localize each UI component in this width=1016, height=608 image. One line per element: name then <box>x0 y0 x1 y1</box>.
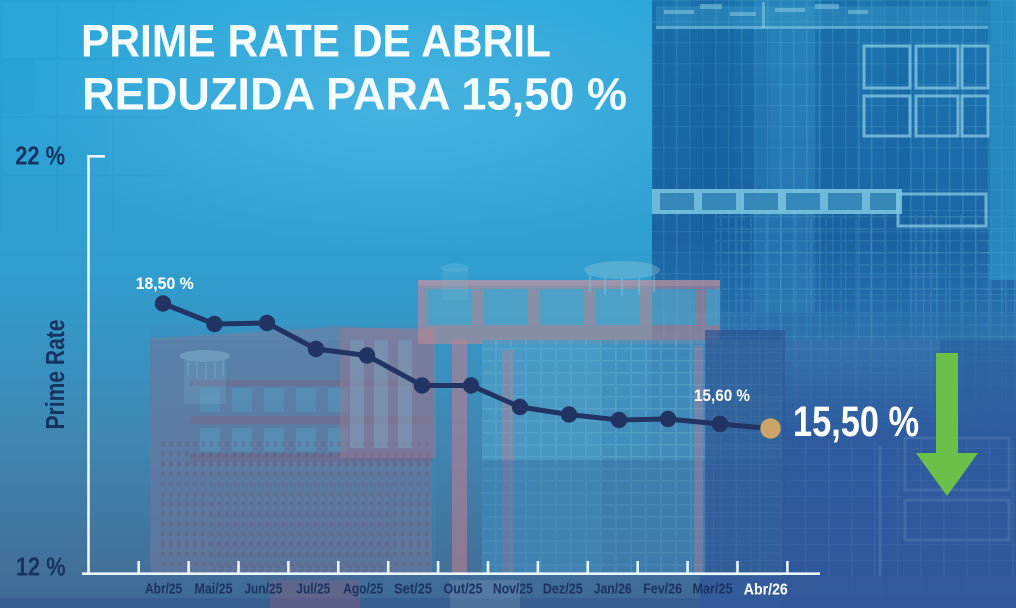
svg-text:REDUZIDA PARA 15,50 %: REDUZIDA PARA 15,50 % <box>82 69 627 120</box>
svg-text:Out/25: Out/25 <box>444 582 483 598</box>
svg-text:Abr/26: Abr/26 <box>744 582 788 599</box>
svg-text:Nov/25: Nov/25 <box>493 582 533 598</box>
svg-text:Set/25: Set/25 <box>394 582 432 598</box>
svg-text:15,50 %: 15,50 % <box>793 399 919 446</box>
svg-text:Abr/25: Abr/25 <box>145 582 182 598</box>
svg-text:Mar/25: Mar/25 <box>693 582 733 598</box>
svg-text:Jul/25: Jul/25 <box>296 582 330 598</box>
svg-text:Fev/26: Fev/26 <box>643 582 682 598</box>
svg-text:Mai/25: Mai/25 <box>195 582 233 598</box>
svg-text:22 %: 22 % <box>15 140 65 170</box>
svg-text:PRIME RATE DE ABRIL: PRIME RATE DE ABRIL <box>81 16 551 67</box>
svg-text:Dez/25: Dez/25 <box>543 582 583 598</box>
svg-text:Jan/26: Jan/26 <box>594 582 632 598</box>
svg-text:15,60 %: 15,60 % <box>694 386 750 405</box>
svg-text:18,50 %: 18,50 % <box>136 274 194 293</box>
svg-text:12 %: 12 % <box>16 551 66 581</box>
svg-text:Prime Rate: Prime Rate <box>42 320 70 430</box>
svg-text:Jun/25: Jun/25 <box>244 582 282 598</box>
svg-text:Ago/25: Ago/25 <box>343 582 383 598</box>
